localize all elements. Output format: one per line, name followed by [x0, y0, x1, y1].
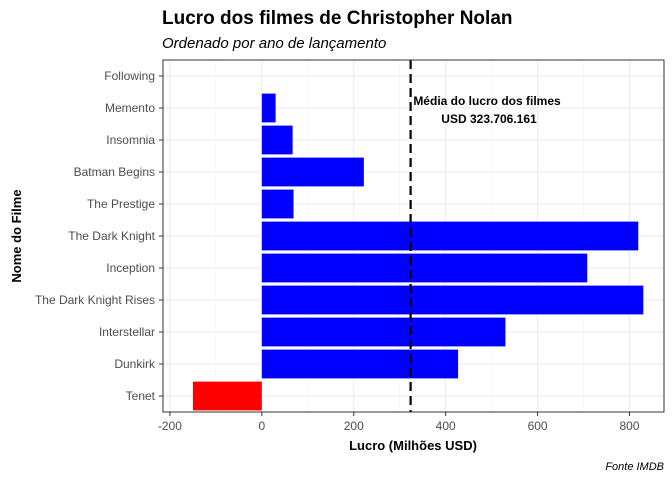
x-tick-label: 0 — [258, 419, 265, 433]
chart-title: Lucro dos filmes de Christopher Nolan — [162, 8, 513, 29]
bar-batman-begins — [261, 157, 364, 187]
x-tick-label: 400 — [436, 419, 456, 433]
plot-area — [162, 59, 665, 413]
bar-memento — [261, 93, 276, 123]
y-tick-label: The Dark Knight — [68, 229, 155, 243]
bar-dunkirk — [261, 349, 459, 379]
y-tick-label: Insomnia — [106, 133, 155, 147]
y-tick-label: The Dark Knight Rises — [35, 293, 155, 307]
y-tick-label: Tenet — [126, 389, 156, 403]
caption: Fonte IMDB — [605, 461, 664, 473]
x-tick-label: 800 — [620, 419, 640, 433]
annotation-line-2: USD 323.706.161 — [441, 112, 537, 126]
x-tick-label: 600 — [528, 419, 548, 433]
y-axis-title: Nome do Filme — [9, 189, 24, 282]
y-axis-ticks: Following Memento Insomnia Batman Begins The… — [35, 69, 163, 403]
bar-interstellar — [261, 317, 506, 347]
y-tick-label: Interstellar — [99, 325, 155, 339]
bar-insomnia — [261, 125, 293, 155]
x-axis-ticks: -200 0 200 400 600 800 — [158, 412, 640, 433]
y-tick-label: The Prestige — [87, 197, 155, 211]
x-tick-label: -200 — [158, 419, 182, 433]
chart-subtitle: Ordenado por ano de lançamento — [162, 35, 386, 52]
bar-the-dark-knight — [261, 221, 639, 251]
bar-the-prestige — [261, 189, 294, 219]
y-tick-label: Inception — [106, 261, 155, 275]
y-tick-label: Following — [104, 69, 155, 83]
bars — [192, 93, 644, 411]
x-axis-title: Lucro (Milhões USD) — [349, 438, 477, 453]
y-tick-label: Batman Begins — [74, 165, 155, 179]
bar-inception — [261, 253, 588, 283]
bar-the-dark-knight-rises — [261, 285, 644, 315]
annotation-line-1: Média do lucro dos filmes — [413, 94, 561, 108]
x-tick-label: 200 — [344, 419, 364, 433]
y-tick-label: Memento — [105, 101, 155, 115]
bar-tenet — [192, 381, 262, 411]
y-tick-label: Dunkirk — [114, 357, 156, 371]
